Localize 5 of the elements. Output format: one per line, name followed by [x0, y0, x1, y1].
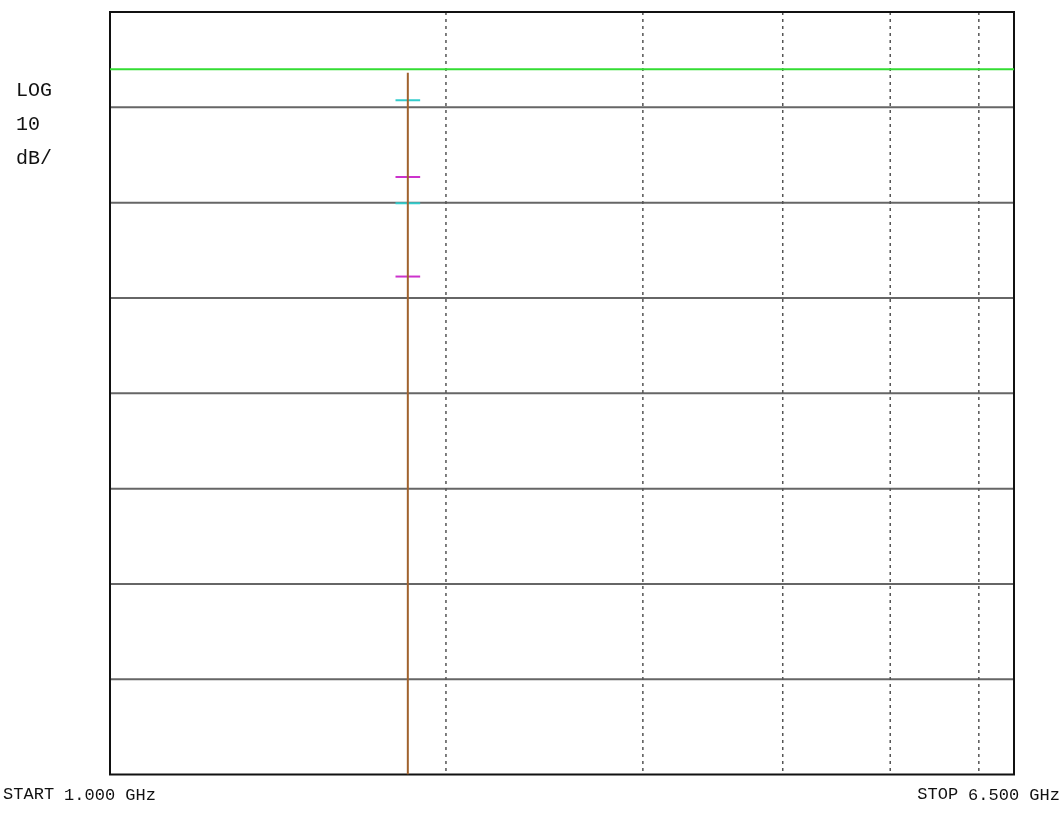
text: STOP [917, 784, 959, 804]
x-tick-label: 1.000 GHz [64, 786, 156, 806]
y-axis-title: LOG 10 dB/ [16, 78, 53, 172]
text: START [3, 784, 55, 804]
x-tick-label: 6.500 GHz [968, 786, 1060, 806]
